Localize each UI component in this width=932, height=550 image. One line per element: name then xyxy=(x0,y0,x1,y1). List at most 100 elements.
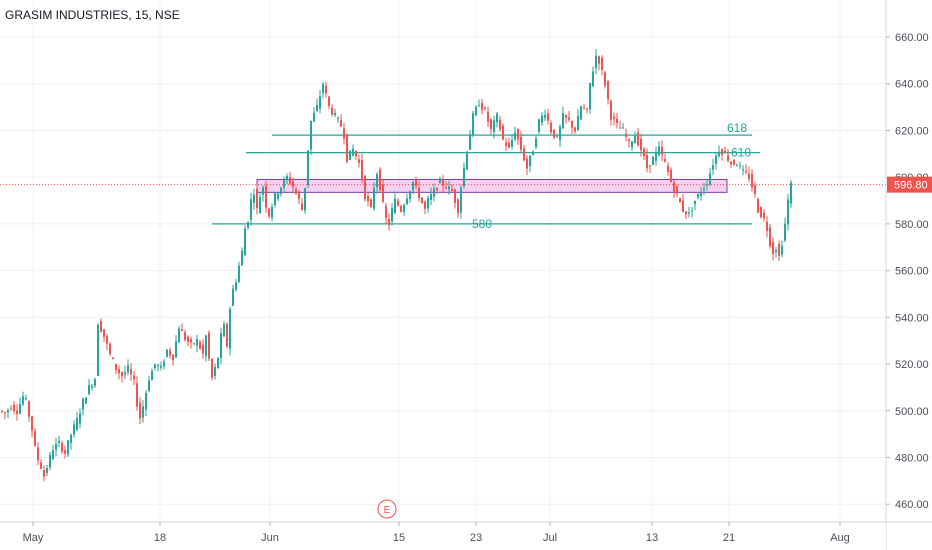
candle-body xyxy=(88,385,90,395)
candle-body xyxy=(598,56,600,64)
candle-body xyxy=(667,165,669,172)
price-tick-label: 580.00 xyxy=(895,219,929,231)
candle-body xyxy=(634,136,636,144)
candle-body xyxy=(208,332,210,359)
candle-body xyxy=(538,119,540,132)
price-tick-label: 620.00 xyxy=(895,125,929,137)
candle-body xyxy=(718,151,720,157)
candle-body xyxy=(247,222,249,228)
candle-body xyxy=(631,141,633,148)
time-tick-label: 23 xyxy=(470,532,482,544)
candle-body xyxy=(523,148,525,161)
candle-body xyxy=(658,146,660,155)
candle-body xyxy=(43,469,45,477)
candle-body xyxy=(217,357,219,368)
candle-body xyxy=(739,165,741,167)
candle-body xyxy=(331,107,333,115)
candle-body xyxy=(286,175,288,180)
level-label-610: 610 xyxy=(731,146,751,160)
candle-body xyxy=(184,332,186,340)
candle-body xyxy=(721,149,723,155)
candle-body xyxy=(391,208,393,222)
candle-body xyxy=(649,165,651,167)
candle-body xyxy=(571,120,573,128)
candle-body xyxy=(589,83,591,110)
candle-body xyxy=(541,115,543,123)
candle-body xyxy=(100,321,102,332)
candle-body xyxy=(640,138,642,151)
candle-body xyxy=(532,151,534,156)
candle-body xyxy=(187,336,189,342)
candle-body xyxy=(178,328,180,343)
candle-body xyxy=(736,165,738,167)
candle-body xyxy=(454,189,456,203)
earnings-event-marker[interactable] xyxy=(377,499,397,519)
candle-body xyxy=(244,228,246,256)
candle-body xyxy=(433,188,435,197)
price-tick-label: 640.00 xyxy=(895,79,929,91)
candle-body xyxy=(727,155,729,161)
candle-body xyxy=(85,397,87,404)
candle-body xyxy=(520,136,522,150)
candle-body xyxy=(397,200,399,206)
candle-body xyxy=(409,191,411,199)
candle-body xyxy=(76,418,78,430)
candle-body xyxy=(259,197,261,214)
support-resistance-zone[interactable] xyxy=(256,178,728,193)
candle-body xyxy=(307,150,309,185)
candle-body xyxy=(394,198,396,214)
candle-body xyxy=(118,369,120,374)
candle-body xyxy=(343,128,345,139)
time-axis[interactable] xyxy=(0,522,886,550)
candle-body xyxy=(505,142,507,146)
candle-body xyxy=(355,150,357,157)
candle-body xyxy=(220,333,222,358)
candle-body xyxy=(124,372,126,375)
candle-body xyxy=(403,205,405,213)
candle-body xyxy=(19,404,21,414)
candle-body xyxy=(40,462,42,469)
candle-body xyxy=(145,392,147,410)
price-axis[interactable] xyxy=(886,0,932,550)
candle-body xyxy=(31,416,33,431)
candle-body xyxy=(61,443,63,452)
candle-body xyxy=(745,171,747,173)
candle-body xyxy=(163,361,165,367)
candle-body xyxy=(385,206,387,218)
candle-body xyxy=(427,197,429,209)
candle-body xyxy=(322,84,324,93)
candle-body xyxy=(709,173,711,185)
candle-body xyxy=(763,212,765,219)
candle-body xyxy=(415,179,417,186)
candle-body xyxy=(442,179,444,186)
candle-body xyxy=(205,335,207,357)
candle-body xyxy=(583,107,585,109)
time-tick-label: Jul xyxy=(543,532,557,544)
candle-body xyxy=(379,169,381,190)
candle-body xyxy=(238,265,240,282)
candle-body xyxy=(472,113,474,135)
candle-body xyxy=(559,126,561,140)
time-tick-label: 21 xyxy=(723,532,735,544)
candle-body xyxy=(388,218,390,226)
candle-body xyxy=(55,443,57,450)
earnings-event-label: E xyxy=(384,505,391,516)
price-tick-label: 540.00 xyxy=(895,312,929,324)
candle-body xyxy=(10,408,12,410)
candle-body xyxy=(592,71,594,87)
candle-body xyxy=(775,250,777,253)
time-tick-label: May xyxy=(23,532,44,544)
candle-body xyxy=(250,199,252,220)
candle-body xyxy=(778,243,780,256)
candle-body xyxy=(319,96,321,109)
candle-body xyxy=(256,188,258,209)
candle-body xyxy=(64,450,66,454)
candle-body xyxy=(169,350,171,356)
candle-body xyxy=(622,127,624,129)
candle-body xyxy=(13,404,15,411)
candle-body xyxy=(754,185,756,194)
time-tick-label: 18 xyxy=(154,532,166,544)
candle-body xyxy=(682,200,684,212)
candle-body xyxy=(469,134,471,150)
